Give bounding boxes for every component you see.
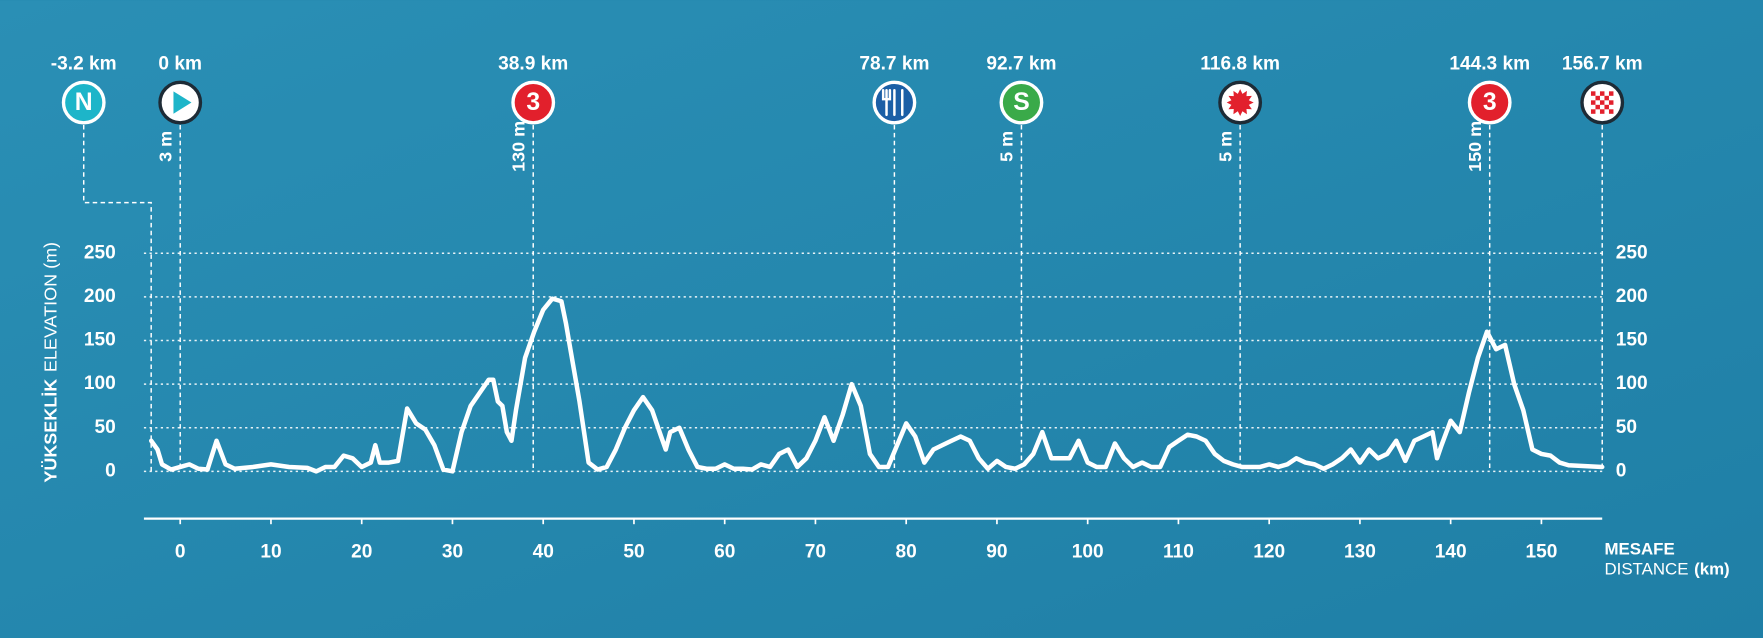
marker-km: 116.8 km bbox=[1200, 53, 1280, 74]
flag-square bbox=[1609, 100, 1613, 104]
x-label-en: DISTANCE bbox=[1604, 560, 1688, 579]
x-tick-label: 90 bbox=[986, 541, 1007, 562]
x-tick-label: 60 bbox=[714, 541, 735, 562]
flag-square bbox=[1595, 96, 1599, 100]
page: {"chart_data": { "type": "elevation-prof… bbox=[0, 0, 1763, 638]
y-tick-label: 100 bbox=[84, 373, 116, 394]
y-tick-label-right: 100 bbox=[1616, 373, 1648, 394]
x-tick-label: 0 bbox=[175, 541, 186, 562]
marker-km: 38.9 km bbox=[498, 53, 568, 74]
y-tick-label: 150 bbox=[84, 330, 116, 351]
x-tick-label: 110 bbox=[1163, 541, 1194, 562]
x-label-unit: (km) bbox=[1694, 560, 1730, 579]
y-tick-label: 50 bbox=[95, 417, 116, 438]
x-tick-label: 20 bbox=[351, 541, 372, 562]
x-axis-label: DISTANCE (km) bbox=[1604, 560, 1729, 579]
flag-square bbox=[1600, 91, 1604, 95]
marker-km: 78.7 km bbox=[859, 53, 929, 74]
x-tick-label: 30 bbox=[442, 541, 463, 562]
y-label-en: ELEVATION (m) bbox=[40, 242, 60, 372]
flag-square bbox=[1591, 100, 1595, 104]
x-tick-label: 150 bbox=[1525, 541, 1557, 562]
y-tick-label-right: 50 bbox=[1616, 417, 1637, 438]
marker-icon-text: 3 bbox=[526, 89, 540, 116]
x-tick-label: 70 bbox=[805, 541, 826, 562]
chart: YÜKSEKLİK ELEVATION (m) MESAFE DISTANCE (k… bbox=[0, 0, 1763, 638]
flag-square bbox=[1609, 91, 1613, 95]
flag-square bbox=[1604, 96, 1608, 100]
y-tick-label: 0 bbox=[105, 460, 116, 481]
x-label-tr: MESAFE bbox=[1604, 540, 1674, 559]
marker-km: 156.7 km bbox=[1562, 53, 1643, 74]
x-tick-label: 40 bbox=[533, 541, 554, 562]
y-label-tr: YÜKSEKLİK bbox=[40, 379, 60, 483]
flag-square bbox=[1600, 109, 1604, 113]
y-axis-label: YÜKSEKLİK ELEVATION (m) bbox=[40, 242, 60, 483]
y-tick-label-right: 0 bbox=[1616, 460, 1627, 481]
marker-km: 0 km bbox=[158, 53, 202, 74]
x-tick-label: 140 bbox=[1435, 541, 1467, 562]
flag-square bbox=[1591, 91, 1595, 95]
x-tick-label: 50 bbox=[623, 541, 644, 562]
marker-elevation: 5 m bbox=[1215, 131, 1235, 162]
marker-km: -3.2 km bbox=[51, 53, 117, 74]
marker-elevation: 3 m bbox=[155, 131, 175, 162]
flag-square bbox=[1591, 109, 1595, 113]
x-tick-label: 80 bbox=[896, 541, 917, 562]
y-tick-label-right: 250 bbox=[1616, 242, 1648, 263]
x-tick-label: 10 bbox=[260, 541, 281, 562]
y-tick-label: 200 bbox=[84, 286, 116, 307]
marker-icon-text: S bbox=[1013, 89, 1029, 116]
x-tick-label: 100 bbox=[1072, 541, 1104, 562]
marker-elevation: 5 m bbox=[997, 131, 1017, 162]
y-tick-label-right: 150 bbox=[1616, 330, 1648, 351]
marker-icon-text: 3 bbox=[1483, 89, 1497, 116]
marker-km: 92.7 km bbox=[986, 53, 1056, 74]
flag-square bbox=[1604, 105, 1608, 109]
marker-icon-text: N bbox=[75, 89, 93, 116]
y-tick-label: 250 bbox=[84, 242, 116, 263]
x-tick-label: 120 bbox=[1253, 541, 1285, 562]
marker-km: 144.3 km bbox=[1449, 53, 1530, 74]
y-tick-label-right: 200 bbox=[1616, 286, 1648, 307]
x-tick-label: 130 bbox=[1344, 541, 1376, 562]
flag-square bbox=[1600, 100, 1604, 104]
flag-square bbox=[1595, 105, 1599, 109]
marker-elevation: 150 m bbox=[1465, 121, 1485, 172]
marker-elevation: 130 m bbox=[508, 121, 528, 172]
flag-square bbox=[1609, 109, 1613, 113]
